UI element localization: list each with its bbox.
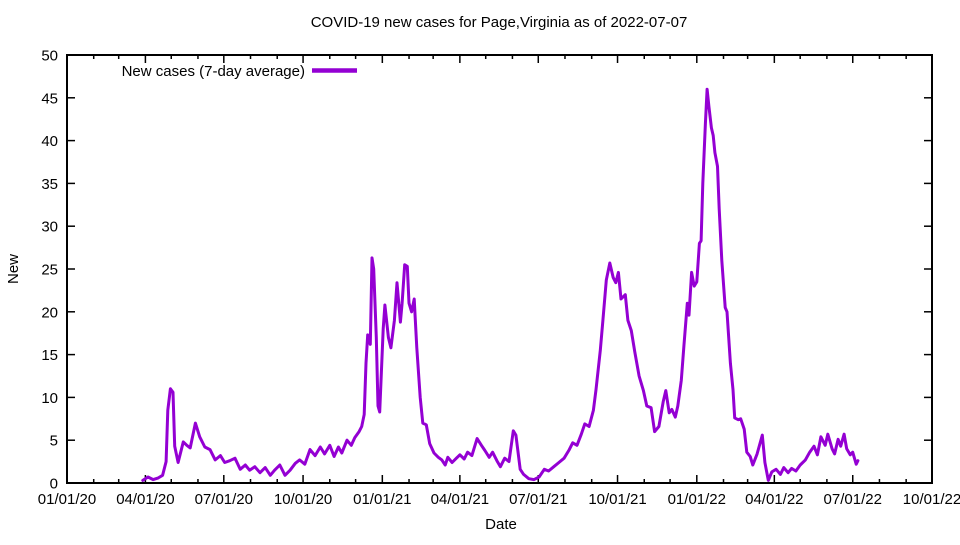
x-tick-label: 04/01/22	[745, 491, 803, 508]
x-tick-label: 01/01/20	[38, 491, 96, 508]
y-tick-label: 25	[41, 262, 58, 279]
y-tick-label: 50	[41, 48, 58, 65]
y-tick-label: 0	[50, 476, 58, 493]
new-cases-line	[141, 87, 860, 482]
axes: 0 5 10 15 20 25 30 35 40 45 50 01/01/20 04/01/20 07/0…	[38, 48, 960, 509]
y-tick-label: 35	[41, 176, 58, 193]
y-tick-label: 20	[41, 304, 58, 321]
x-tick-label: 10/01/22	[903, 491, 960, 508]
y-tick-label: 10	[41, 390, 58, 407]
x-tick-label: 04/01/20	[116, 491, 174, 508]
y-tick-label: 30	[41, 219, 58, 236]
legend: New cases (7-day average)	[122, 63, 357, 80]
legend-label: New cases (7-day average)	[122, 63, 305, 80]
y-tick-label: 15	[41, 347, 58, 364]
x-tick-label: 10/01/21	[588, 491, 646, 508]
x-tick-label: 04/01/21	[431, 491, 489, 508]
y-axis-label: New	[5, 254, 22, 284]
x-axis-label: Date	[485, 516, 517, 533]
y-tick-label: 5	[50, 433, 58, 450]
x-tick-label: 07/01/20	[195, 491, 253, 508]
y-tick-label: 40	[41, 133, 58, 150]
plot-border	[66, 54, 933, 484]
chart-title: COVID-19 new cases for Page,Virginia as …	[311, 14, 688, 31]
x-tick-label: 07/01/21	[509, 491, 567, 508]
y-tick-label: 45	[41, 90, 58, 107]
x-tick-label: 01/01/22	[668, 491, 726, 508]
x-tick-label: 07/01/22	[824, 491, 882, 508]
x-tick-label: 01/01/21	[353, 491, 411, 508]
x-tick-label: 10/01/20	[274, 491, 332, 508]
